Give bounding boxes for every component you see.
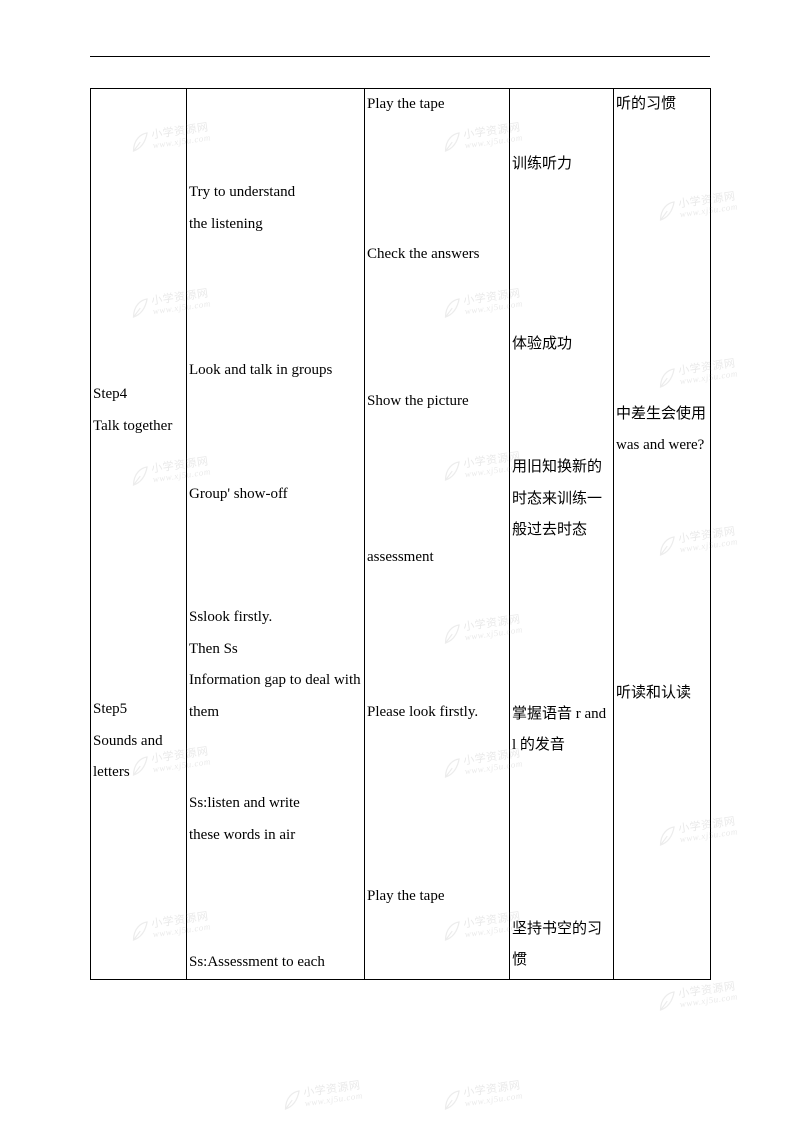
text: Try to understand xyxy=(189,177,362,209)
text: Ss:listen and write xyxy=(189,788,362,820)
lesson-plan-table: Step4 Talk together Step5 Sounds and let… xyxy=(90,88,711,980)
text: 中差生会使用 xyxy=(616,399,708,431)
text: Sslook firstly. xyxy=(189,602,362,634)
text: 用旧知换新的时态来训练一般过去时态 xyxy=(512,452,611,547)
cell-steps: Step4 Talk together Step5 Sounds and let… xyxy=(91,89,187,980)
page-container: Step4 Talk together Step5 Sounds and let… xyxy=(0,0,800,980)
text: 掌握语音 r and l 的发音 xyxy=(512,699,611,762)
text: Look and talk in groups xyxy=(189,355,362,387)
text: Please look firstly. xyxy=(367,697,507,729)
cell-students-activity: Try to understand the listening Look and… xyxy=(187,89,365,980)
text: 体验成功 xyxy=(512,329,611,361)
cell-teacher-activity: Play the tape Check the answers Show the… xyxy=(365,89,510,980)
cell-notes: 听的习惯 中差生会使用 was and were? 听读和认读 xyxy=(614,89,711,980)
text: 听的习惯 xyxy=(616,89,708,121)
cell-purpose: 训练听力 体验成功 用旧知换新的时态来训练一般过去时态 掌握语音 r and l… xyxy=(510,89,614,980)
text: Play the tape xyxy=(367,89,507,121)
text: Group' show-off xyxy=(189,479,362,511)
text: 训练听力 xyxy=(512,149,611,181)
text: Play the tape xyxy=(367,881,507,913)
step5-label: Step5 Sounds and letters xyxy=(93,694,184,789)
watermark-stamp: 小学资源网www.xj5u.com xyxy=(654,979,739,1014)
text: Then Ss xyxy=(189,634,362,666)
text: the listening xyxy=(189,209,362,241)
text: 坚持书空的习惯 xyxy=(512,914,611,977)
text: these words in air xyxy=(189,820,362,852)
step4-label: Step4 Talk together xyxy=(93,379,184,442)
watermark-stamp: 小学资源网www.xj5u.com xyxy=(279,1078,364,1113)
text: was and were? xyxy=(616,430,708,462)
watermark-stamp: 小学资源网www.xj5u.com xyxy=(439,1078,524,1113)
text: Information gap to deal with them xyxy=(189,665,362,728)
text: assessment xyxy=(367,542,507,574)
text: Check the answers xyxy=(367,239,507,271)
text: Show the picture xyxy=(367,386,507,418)
text: 听读和认读 xyxy=(616,678,708,710)
text: Ss:Assessment to each xyxy=(189,947,362,979)
table-row: Step4 Talk together Step5 Sounds and let… xyxy=(91,89,711,980)
